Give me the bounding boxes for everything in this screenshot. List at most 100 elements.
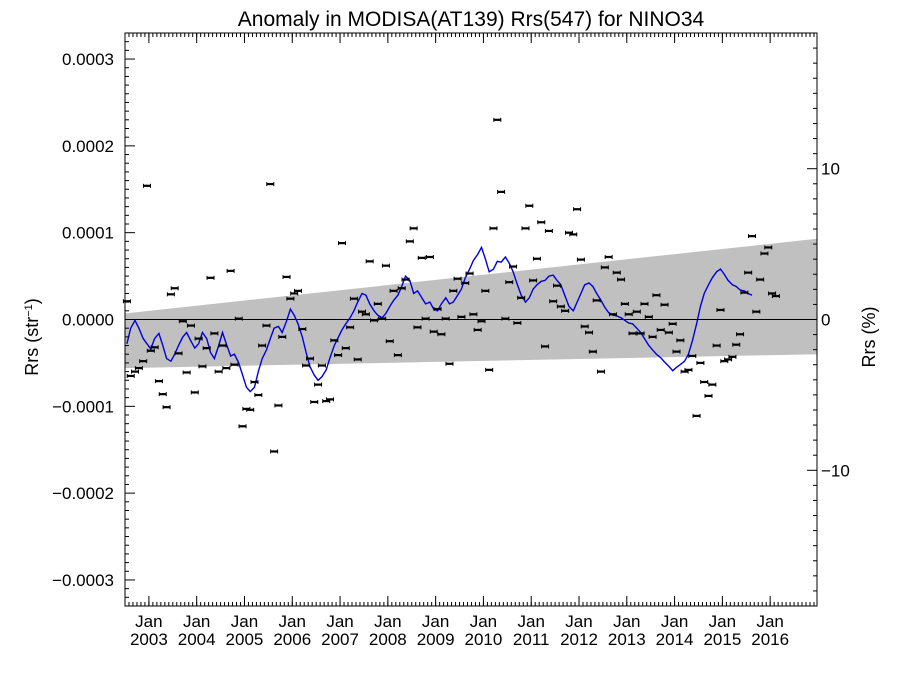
data-point [417, 255, 426, 260]
data-point [258, 343, 267, 348]
data-point [652, 293, 661, 298]
data-point [768, 291, 777, 296]
x-tick-label-year: 2006 [273, 630, 311, 649]
data-point [302, 363, 311, 368]
data-point [632, 309, 641, 314]
data-point [660, 302, 669, 307]
data-point [369, 318, 378, 323]
smoothed-line-series [126, 245, 753, 393]
data-point [174, 351, 183, 356]
data-point [457, 314, 466, 319]
band-polygon [125, 238, 817, 369]
y-axis: 0.0003 0.0002 0.0001 0.0000 −0.0001 −0.0002 −0… [52, 32, 135, 607]
data-point [358, 309, 367, 314]
x-tick-label-year: 2005 [226, 630, 264, 649]
data-point [334, 353, 343, 358]
data-point [437, 332, 446, 337]
data-point [544, 228, 553, 233]
data-point [549, 299, 558, 304]
data-point [278, 334, 287, 339]
data-point [453, 276, 462, 281]
y-tick-label: −0.0003 [52, 571, 114, 590]
data-point [497, 189, 506, 194]
data-point [561, 308, 570, 313]
data-point [704, 393, 713, 398]
data-point [126, 373, 135, 378]
y-tick-label: 0.0003 [62, 50, 114, 69]
data-point [246, 407, 255, 412]
x-tick-label-month: Jan [709, 612, 736, 631]
data-point [624, 312, 633, 317]
data-point [736, 332, 745, 337]
data-point [708, 382, 717, 387]
data-point [449, 288, 458, 293]
data-point [640, 301, 649, 306]
data-point [576, 257, 585, 262]
y2-tick-label: 10 [821, 160, 840, 179]
data-point [441, 316, 450, 321]
y-tick-label: 0.0000 [62, 311, 114, 330]
data-point [122, 299, 131, 304]
data-point [489, 226, 498, 231]
data-point [346, 325, 355, 330]
data-point [298, 327, 307, 332]
data-point [716, 307, 725, 312]
data-point [505, 280, 514, 285]
x-tick-label-year: 2009 [417, 630, 455, 649]
data-point [178, 319, 187, 324]
data-point [433, 307, 442, 312]
data-point [170, 286, 179, 291]
data-point [648, 334, 657, 339]
y2-tick-label: −10 [821, 461, 850, 480]
data-point [182, 370, 191, 375]
data-point [262, 323, 271, 328]
data-point [166, 292, 175, 297]
x-tick-label-month: Jan [613, 612, 640, 631]
data-point [656, 327, 665, 332]
data-point [409, 226, 418, 231]
data-point [326, 397, 335, 402]
x-tick-label-year: 2014 [656, 630, 694, 649]
data-point [604, 254, 613, 259]
data-point [756, 277, 765, 282]
data-point [608, 312, 617, 317]
data-point [513, 320, 522, 325]
y-axis-label-end: ) [22, 298, 42, 304]
data-point [592, 298, 601, 303]
data-point [305, 356, 314, 361]
data-point [525, 203, 534, 208]
data-point [385, 339, 394, 344]
x-tick-label-month: Jan [231, 612, 258, 631]
data-point [142, 183, 151, 188]
data-point [222, 366, 231, 371]
x-axis: Jan2003Jan2004Jan2005Jan2006Jan2007Jan20… [124, 33, 815, 649]
data-point [139, 359, 148, 364]
uncertainty-band [125, 238, 817, 369]
data-point [644, 314, 653, 319]
data-point [393, 353, 402, 358]
y2-tick-label: 0 [821, 311, 830, 330]
data-point [712, 343, 721, 348]
data-point [501, 316, 510, 321]
x-tick-label-year: 2011 [513, 630, 550, 649]
data-point [481, 288, 490, 293]
data-point [728, 354, 737, 359]
data-point [588, 349, 597, 354]
data-point [744, 270, 753, 275]
data-point [154, 379, 163, 384]
data-point [529, 278, 538, 283]
x-tick-label-year: 2003 [130, 630, 168, 649]
data-point [210, 331, 219, 336]
data-point [361, 312, 370, 317]
data-point [150, 345, 159, 350]
data-point [596, 369, 605, 374]
y-tick-label: 0.0001 [62, 224, 114, 243]
data-point [310, 399, 319, 404]
data-point [612, 270, 621, 275]
data-point [676, 338, 685, 343]
data-point [134, 366, 143, 371]
data-point [620, 301, 629, 306]
data-point [314, 382, 323, 387]
data-point [270, 449, 279, 454]
